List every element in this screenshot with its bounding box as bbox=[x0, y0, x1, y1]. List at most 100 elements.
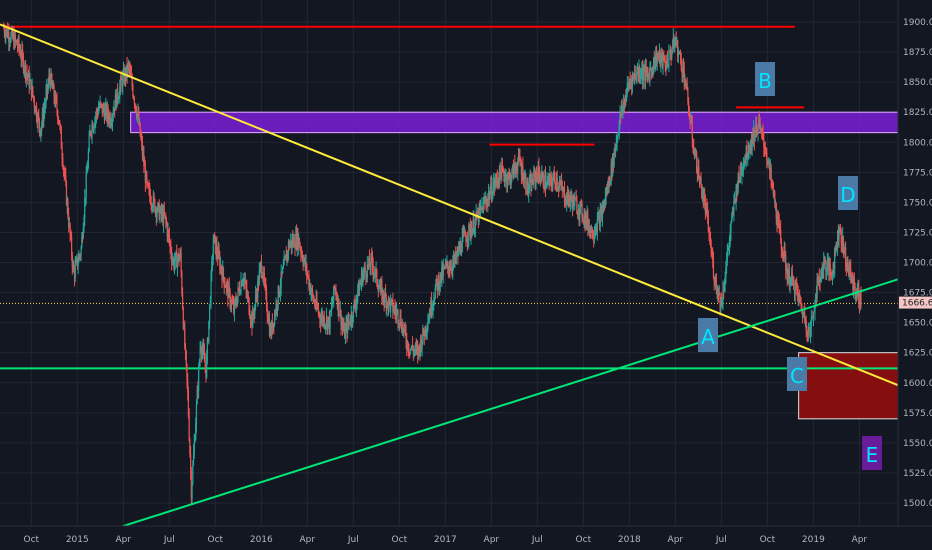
candle-body bbox=[189, 439, 191, 455]
candle-body bbox=[301, 253, 303, 254]
candle-body bbox=[281, 271, 283, 274]
candle-body bbox=[656, 55, 658, 64]
candle-body bbox=[621, 107, 623, 112]
candle-body bbox=[624, 97, 626, 107]
candle-body bbox=[601, 209, 604, 219]
candle-body bbox=[541, 174, 543, 181]
candle-body bbox=[423, 334, 425, 337]
candle-body bbox=[800, 302, 802, 305]
candle-body bbox=[544, 175, 547, 189]
candle-body bbox=[834, 248, 837, 250]
candle-body bbox=[572, 196, 574, 209]
candle-body bbox=[35, 106, 37, 112]
candle-body bbox=[322, 314, 324, 323]
candle-body bbox=[216, 244, 218, 255]
y-tick-label: 1575.00 bbox=[903, 409, 932, 419]
y-tick-label: 1825.00 bbox=[903, 108, 932, 118]
candle-body bbox=[409, 352, 411, 354]
candle-body bbox=[675, 40, 677, 44]
candle-body bbox=[103, 110, 106, 120]
candle-body bbox=[293, 238, 295, 248]
candle-body bbox=[141, 142, 144, 156]
candle-body bbox=[198, 366, 200, 391]
candle-body bbox=[677, 40, 679, 57]
candle-body bbox=[458, 246, 460, 251]
candle-body bbox=[835, 245, 837, 250]
candle-body bbox=[670, 54, 672, 57]
candle-body bbox=[679, 52, 682, 61]
candle-body bbox=[127, 64, 130, 66]
candle-body bbox=[379, 288, 381, 290]
candle-body bbox=[419, 347, 421, 354]
candle-body bbox=[235, 300, 237, 305]
candle-body bbox=[45, 92, 47, 104]
candle-body bbox=[440, 272, 442, 281]
candle-body bbox=[612, 154, 615, 166]
candle-body bbox=[61, 148, 63, 159]
candle-body bbox=[470, 229, 472, 236]
candle-body bbox=[623, 101, 625, 107]
candle-body bbox=[488, 193, 490, 200]
candle-body bbox=[4, 33, 6, 37]
candle-body bbox=[767, 162, 769, 166]
candle-body bbox=[681, 69, 683, 74]
candle-body bbox=[271, 321, 273, 337]
candle-body bbox=[453, 256, 455, 263]
candle-body bbox=[136, 114, 138, 118]
candle-body bbox=[836, 230, 839, 247]
candle-body bbox=[54, 95, 57, 104]
candle-body bbox=[347, 319, 349, 334]
candle-body bbox=[268, 319, 271, 335]
candle-body bbox=[144, 165, 146, 167]
candle-body bbox=[688, 102, 690, 114]
candle-body bbox=[304, 258, 306, 268]
candle-body bbox=[514, 167, 517, 169]
candle-body bbox=[519, 155, 521, 163]
candle-body bbox=[98, 106, 100, 109]
candle-body bbox=[354, 302, 356, 307]
candle-body bbox=[487, 193, 490, 199]
candle-body bbox=[844, 247, 846, 252]
candle-body bbox=[87, 151, 89, 167]
candle-body bbox=[306, 274, 309, 276]
candle-body bbox=[209, 304, 211, 321]
candle-body bbox=[360, 273, 363, 283]
candle-body bbox=[30, 80, 32, 82]
candle-body bbox=[14, 34, 16, 41]
candle-body bbox=[306, 263, 308, 275]
candle-body bbox=[620, 107, 623, 117]
candle-body bbox=[589, 226, 591, 234]
candle-body bbox=[238, 287, 240, 290]
candle-body bbox=[708, 231, 710, 236]
candle-body bbox=[205, 366, 207, 378]
candle-body bbox=[234, 300, 236, 302]
candle-body bbox=[434, 288, 436, 300]
candle-body bbox=[152, 207, 154, 209]
candle-body bbox=[154, 208, 157, 212]
candle-body bbox=[79, 255, 81, 257]
candle-body bbox=[147, 183, 149, 188]
candle-body bbox=[754, 135, 756, 142]
candle-body bbox=[535, 173, 537, 182]
candle-body bbox=[604, 200, 606, 204]
candle-body bbox=[578, 211, 580, 217]
candle-body bbox=[527, 179, 529, 194]
candle-body bbox=[673, 37, 675, 49]
candle-body bbox=[326, 317, 328, 330]
candle-body bbox=[555, 183, 557, 186]
candle-body bbox=[567, 190, 569, 204]
candle-body bbox=[341, 322, 343, 327]
candle-body bbox=[183, 327, 185, 329]
candle-body bbox=[119, 77, 122, 87]
candle-body bbox=[237, 287, 239, 297]
candle-body bbox=[206, 339, 209, 356]
candle-body bbox=[823, 260, 825, 270]
candle-body bbox=[619, 113, 621, 123]
candle-body bbox=[207, 339, 209, 342]
candle-body bbox=[420, 339, 422, 350]
candle-body bbox=[435, 278, 437, 289]
candle-body bbox=[309, 284, 311, 294]
candle-body bbox=[755, 123, 758, 132]
candle-body bbox=[655, 52, 658, 64]
